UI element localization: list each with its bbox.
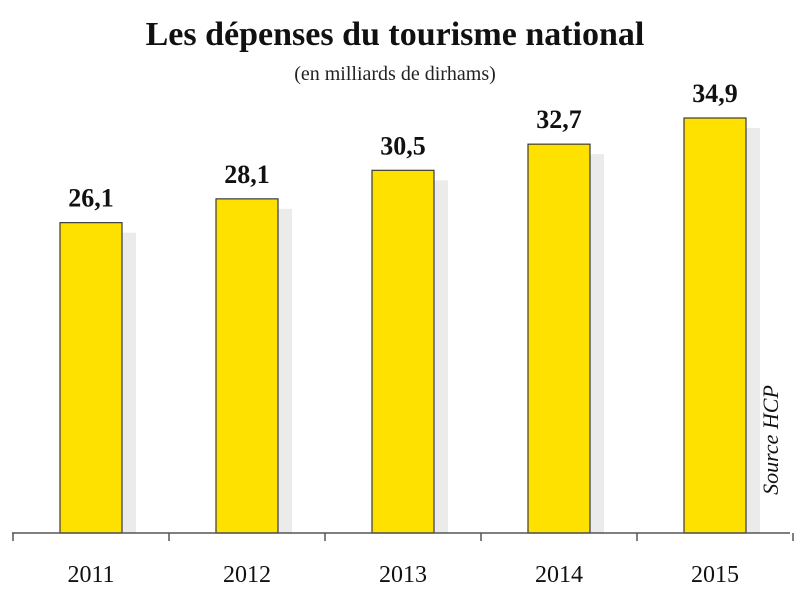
value-label-2011: 26,1 — [68, 184, 114, 213]
bar-shadow — [434, 180, 448, 533]
x-axis: 2011 2012 2013 2014 2015 — [12, 532, 794, 588]
x-tick-label-2015: 2015 — [691, 562, 739, 588]
bar-shadow — [278, 208, 292, 533]
value-label-2012: 28,1 — [224, 160, 270, 189]
value-label-2013: 30,5 — [380, 131, 426, 160]
source-note: Source HCP — [758, 385, 783, 495]
chart-title: Les dépenses du tourisme national — [146, 16, 645, 53]
bar-shadow — [590, 154, 604, 533]
x-tick-label-2013: 2013 — [379, 562, 427, 588]
x-tick-label-2012: 2012 — [223, 562, 271, 588]
bar-shadow — [746, 128, 760, 533]
bar-2012 — [215, 198, 279, 534]
bar-2011 — [59, 222, 123, 534]
value-label-2015: 34,9 — [692, 79, 738, 108]
value-label-2014: 32,7 — [536, 105, 582, 134]
bar-2014 — [527, 143, 591, 534]
chart-subtitle: (en milliards de dirhams) — [294, 63, 496, 85]
x-tick-label-2014: 2014 — [535, 562, 583, 588]
bars-layer: 26,1 28,1 30,5 32,7 34,9 — [59, 79, 760, 534]
bar-shadow — [122, 232, 136, 533]
bar-2015 — [683, 117, 747, 534]
bar-2013 — [371, 169, 435, 534]
x-tick-label-2011: 2011 — [67, 562, 114, 588]
